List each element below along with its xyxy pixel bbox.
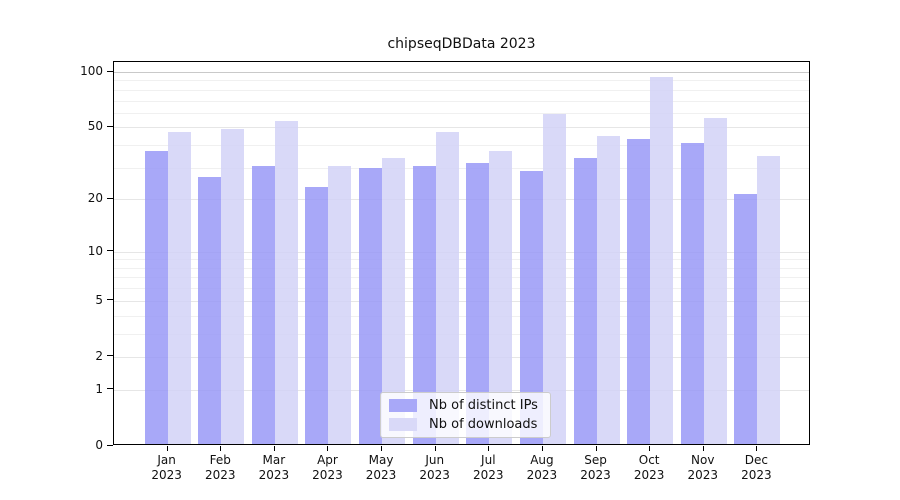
plot-area: Nb of distinct IPs Nb of downloads xyxy=(113,61,810,445)
y-tick-label-0: 0 xyxy=(95,438,103,452)
bar-oct-downloads xyxy=(650,76,674,444)
x-tick-apr xyxy=(327,446,329,451)
bar-jul-downloads xyxy=(489,151,513,444)
x-tick-nov xyxy=(702,446,704,451)
gridline-90 xyxy=(114,80,809,82)
y-tick-5 xyxy=(107,299,113,301)
gridline-8 xyxy=(114,267,809,269)
x-tick-label-jun: Jun 2023 xyxy=(419,453,450,482)
bar-nov-distinct-ips xyxy=(680,143,704,444)
x-tick-jul xyxy=(488,446,490,451)
x-tick-sep xyxy=(595,446,597,451)
x-tick-oct xyxy=(649,446,651,451)
legend-label-downloads: Nb of downloads xyxy=(429,417,538,432)
x-tick-jun xyxy=(434,446,436,451)
gridline-40 xyxy=(114,145,809,147)
bar-jan-downloads xyxy=(167,132,191,444)
bar-sep-downloads xyxy=(596,135,620,444)
bar-apr-downloads xyxy=(328,165,352,444)
y-tick-20 xyxy=(107,197,113,199)
x-tick-label-apr: Apr 2023 xyxy=(312,453,343,482)
x-tick-label-feb: Feb 2023 xyxy=(204,453,236,482)
bar-may-distinct-ips xyxy=(359,168,383,444)
legend: Nb of distinct IPs Nb of downloads xyxy=(380,392,551,438)
gridline-70 xyxy=(114,100,809,102)
x-tick-label-oct: Oct 2023 xyxy=(633,453,665,482)
x-tick-label-may: May 2023 xyxy=(365,453,397,482)
bar-aug-downloads xyxy=(542,113,566,444)
x-tick-may xyxy=(381,446,383,451)
legend-label-distinct-ips: Nb of distinct IPs xyxy=(429,398,538,413)
bar-mar-downloads xyxy=(274,120,298,444)
bar-feb-downloads xyxy=(221,128,245,444)
legend-row-downloads: Nb of downloads xyxy=(389,417,538,432)
y-tick-1 xyxy=(107,388,113,390)
bar-dec-distinct-ips xyxy=(734,193,758,444)
x-tick-mar xyxy=(273,446,275,451)
x-tick-feb xyxy=(220,446,222,451)
bar-jan-distinct-ips xyxy=(144,151,168,444)
y-tick-label-50: 50 xyxy=(87,119,103,134)
x-tick-label-aug: Aug 2023 xyxy=(526,453,558,482)
y-tick-label-1: 1 xyxy=(95,381,103,396)
bar-aug-distinct-ips xyxy=(519,171,543,444)
x-tick-dec xyxy=(756,446,758,451)
gridline-3 xyxy=(114,333,809,335)
gridline-30 xyxy=(114,167,809,169)
x-tick-label-jul: Jul 2023 xyxy=(473,453,504,482)
gridline-2 xyxy=(114,356,809,358)
y-tick-10 xyxy=(107,250,113,252)
x-tick-aug xyxy=(541,446,543,451)
y-tick-0 xyxy=(107,444,113,446)
bar-nov-downloads xyxy=(703,117,727,444)
bar-jun-downloads xyxy=(435,132,459,444)
bar-feb-distinct-ips xyxy=(198,176,222,444)
x-tick-label-dec: Dec 2023 xyxy=(741,453,772,482)
bar-mar-distinct-ips xyxy=(251,165,275,444)
bar-jul-distinct-ips xyxy=(466,163,490,444)
x-tick-label-mar: Mar 2023 xyxy=(258,453,290,482)
gridline-9 xyxy=(114,259,809,261)
x-tick-jan xyxy=(166,446,168,451)
gridline-100 xyxy=(114,72,809,73)
legend-swatch-downloads xyxy=(389,418,417,431)
x-tick-label-nov: Nov 2023 xyxy=(687,453,719,482)
gridline-10 xyxy=(114,251,809,253)
gridline-5 xyxy=(114,300,809,302)
bar-jun-distinct-ips xyxy=(412,165,436,444)
y-tick-label-5: 5 xyxy=(95,292,103,307)
y-tick-label-20: 20 xyxy=(87,191,103,206)
chart-title: chipseqDBData 2023 xyxy=(387,36,536,52)
bar-apr-distinct-ips xyxy=(305,186,329,444)
gridline-20 xyxy=(114,199,809,201)
gridline-4 xyxy=(114,315,809,317)
y-tick-label-100: 100 xyxy=(80,64,103,78)
y-tick-50 xyxy=(107,125,113,127)
gridline-60 xyxy=(114,112,809,114)
legend-swatch-distinct-ips xyxy=(389,399,417,412)
y-tick-label-10: 10 xyxy=(87,243,103,258)
bar-dec-downloads xyxy=(757,155,781,444)
y-tick-label-2: 2 xyxy=(95,348,103,363)
gridline-7 xyxy=(114,277,809,279)
gridline-80 xyxy=(114,89,809,91)
gridline-6 xyxy=(114,288,809,290)
x-tick-label-jan: Jan 2023 xyxy=(151,453,182,482)
bar-oct-distinct-ips xyxy=(627,139,651,444)
y-tick-2 xyxy=(107,355,113,357)
bar-sep-distinct-ips xyxy=(573,158,597,444)
y-tick-100 xyxy=(107,70,113,72)
x-tick-label-sep: Sep 2023 xyxy=(580,453,611,482)
legend-row-distinct-ips: Nb of distinct IPs xyxy=(389,398,538,413)
bar-may-downloads xyxy=(382,158,406,444)
gridline-1 xyxy=(114,389,809,391)
gridline-50 xyxy=(114,127,809,129)
